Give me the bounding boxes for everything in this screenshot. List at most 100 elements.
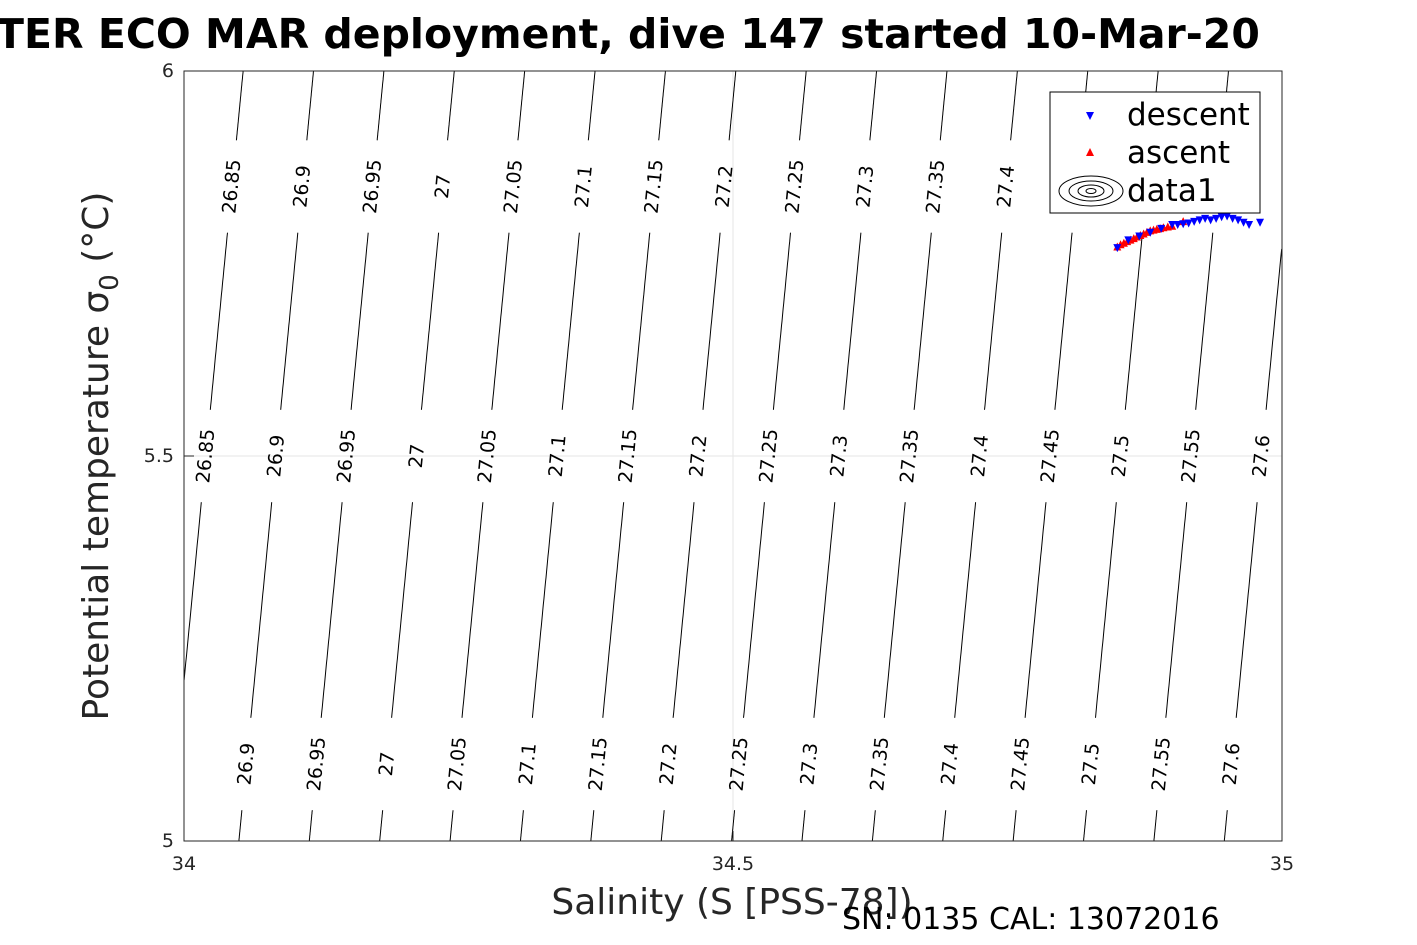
contour-label: 27.2 <box>686 434 712 478</box>
contour-label: 27.5 <box>1078 742 1104 786</box>
contour-label: 26.9 <box>263 434 289 478</box>
contour-label: 27.1 <box>515 742 541 786</box>
isopycnal-line <box>320 502 343 718</box>
isopycnal-line <box>491 232 510 410</box>
contour-label: 27.05 <box>444 736 471 792</box>
x-axis-label: Salinity (S [PSS-78]) <box>551 882 912 923</box>
legend-contour-icon <box>1058 175 1124 207</box>
isopycnal-line <box>350 232 369 410</box>
descent-point <box>1168 221 1177 229</box>
isopycnal-line <box>731 810 736 842</box>
contour-label: 27.2 <box>656 742 682 786</box>
contour-label: 26.85 <box>218 158 245 214</box>
contour-label: 27.1 <box>545 434 571 478</box>
contour-label: 27.35 <box>922 158 949 214</box>
legend-data1-label: data1 <box>1127 173 1217 209</box>
descent-point <box>1206 216 1215 225</box>
contour-label: 27.25 <box>781 158 808 214</box>
isopycnal-line <box>1195 232 1214 410</box>
isopycnal-line <box>587 70 596 141</box>
isopycnal-line <box>658 70 666 141</box>
descent-series <box>1113 212 1265 253</box>
contour-label: 27 <box>375 751 399 777</box>
isopycnal-line <box>420 232 440 410</box>
descent-point <box>1157 224 1166 233</box>
isopycnal-line <box>801 810 806 842</box>
isopycnal-line <box>531 502 554 718</box>
contour-label: 26.95 <box>359 158 386 214</box>
y-tick-label: 6 <box>162 60 174 82</box>
contour-label: 26.95 <box>333 428 360 484</box>
descent-point <box>1212 214 1221 223</box>
isopycnal-line <box>1012 810 1017 842</box>
contour-label: 27.55 <box>1148 736 1175 792</box>
isopycnal-line <box>813 502 836 718</box>
isopycnal-line <box>672 502 695 718</box>
contour-label: 27.15 <box>641 158 668 214</box>
contour-label: 27.5 <box>1108 434 1134 478</box>
contour-label: 27.25 <box>755 428 782 484</box>
contour-label: 26.95 <box>303 736 330 792</box>
isopycnal-line <box>702 232 721 410</box>
descent-point <box>1113 244 1122 253</box>
isopycnal-line <box>280 232 299 410</box>
contour-label: 27.6 <box>1249 434 1275 478</box>
isopycnal-line <box>743 502 765 718</box>
y-axis-label-unit: (°C) <box>76 192 117 275</box>
contour-label: 27.4 <box>993 164 1019 208</box>
isopycnal-line <box>447 70 455 141</box>
isopycnal-line <box>306 70 314 141</box>
y-axis-label-main: Potential temperature σ <box>76 291 117 721</box>
isopycnal-line <box>883 502 906 718</box>
legend: descent ascent data1 <box>1049 91 1261 214</box>
contour-label: 27.15 <box>615 428 642 484</box>
x-tick-label: 34.5 <box>712 853 754 875</box>
isopycnal-line <box>869 70 878 141</box>
isopycnal-line <box>984 232 1003 410</box>
contour-label: 27.3 <box>826 434 852 478</box>
descent-point <box>1245 221 1254 229</box>
contour-label: 27.2 <box>712 164 738 208</box>
isopycnal-line <box>238 810 243 842</box>
y-axis-label: Potential temperature σ0 (°C) <box>76 192 125 721</box>
legend-descent-marker <box>1086 112 1094 120</box>
isopycnal-line <box>632 232 651 410</box>
isopycnal-line <box>772 232 791 410</box>
descent-point <box>1184 219 1193 228</box>
chart-title: TER ECO MAR deployment, dive 147 started… <box>0 10 1260 58</box>
descent-point <box>1124 236 1133 245</box>
descent-point <box>1135 232 1144 241</box>
y-tick-label: 5 <box>162 830 174 852</box>
isopycnal-line <box>1054 232 1073 410</box>
isopycnal-line <box>1235 502 1258 718</box>
isopycnal-line <box>391 502 413 718</box>
isopycnal-line <box>799 70 807 141</box>
isopycnal-line <box>954 502 977 718</box>
contour-label: 27.45 <box>1007 736 1034 792</box>
contour-label: 27.4 <box>967 434 993 478</box>
isopycnal-line <box>517 70 526 141</box>
contour-label: 27.15 <box>585 736 612 792</box>
isopycnal-line <box>942 810 947 842</box>
descent-point <box>1190 217 1199 226</box>
isopycnal-line <box>235 70 244 141</box>
legend-ascent-label: ascent <box>1127 135 1230 171</box>
isopycnal-line <box>1153 810 1158 842</box>
contour-label: 27.3 <box>796 742 822 786</box>
contour-label: 26.85 <box>192 428 219 484</box>
legend-box <box>1049 91 1261 214</box>
descent-point <box>1179 220 1188 229</box>
isopycnal-line <box>1165 502 1188 718</box>
isopycnal-line <box>871 810 876 841</box>
isopycnal-line <box>1095 502 1117 718</box>
isopycnal-line <box>1010 70 1018 141</box>
isopycnal-line <box>843 232 862 410</box>
isopycnal-line <box>308 810 313 842</box>
isopycnal-line <box>602 502 625 718</box>
contour-label: 27.05 <box>474 428 501 484</box>
contour-label: 26.9 <box>289 164 315 208</box>
isopycnal-line <box>1265 248 1283 410</box>
contour-label: 27.3 <box>852 164 878 208</box>
contour-label: 27.25 <box>726 736 753 792</box>
